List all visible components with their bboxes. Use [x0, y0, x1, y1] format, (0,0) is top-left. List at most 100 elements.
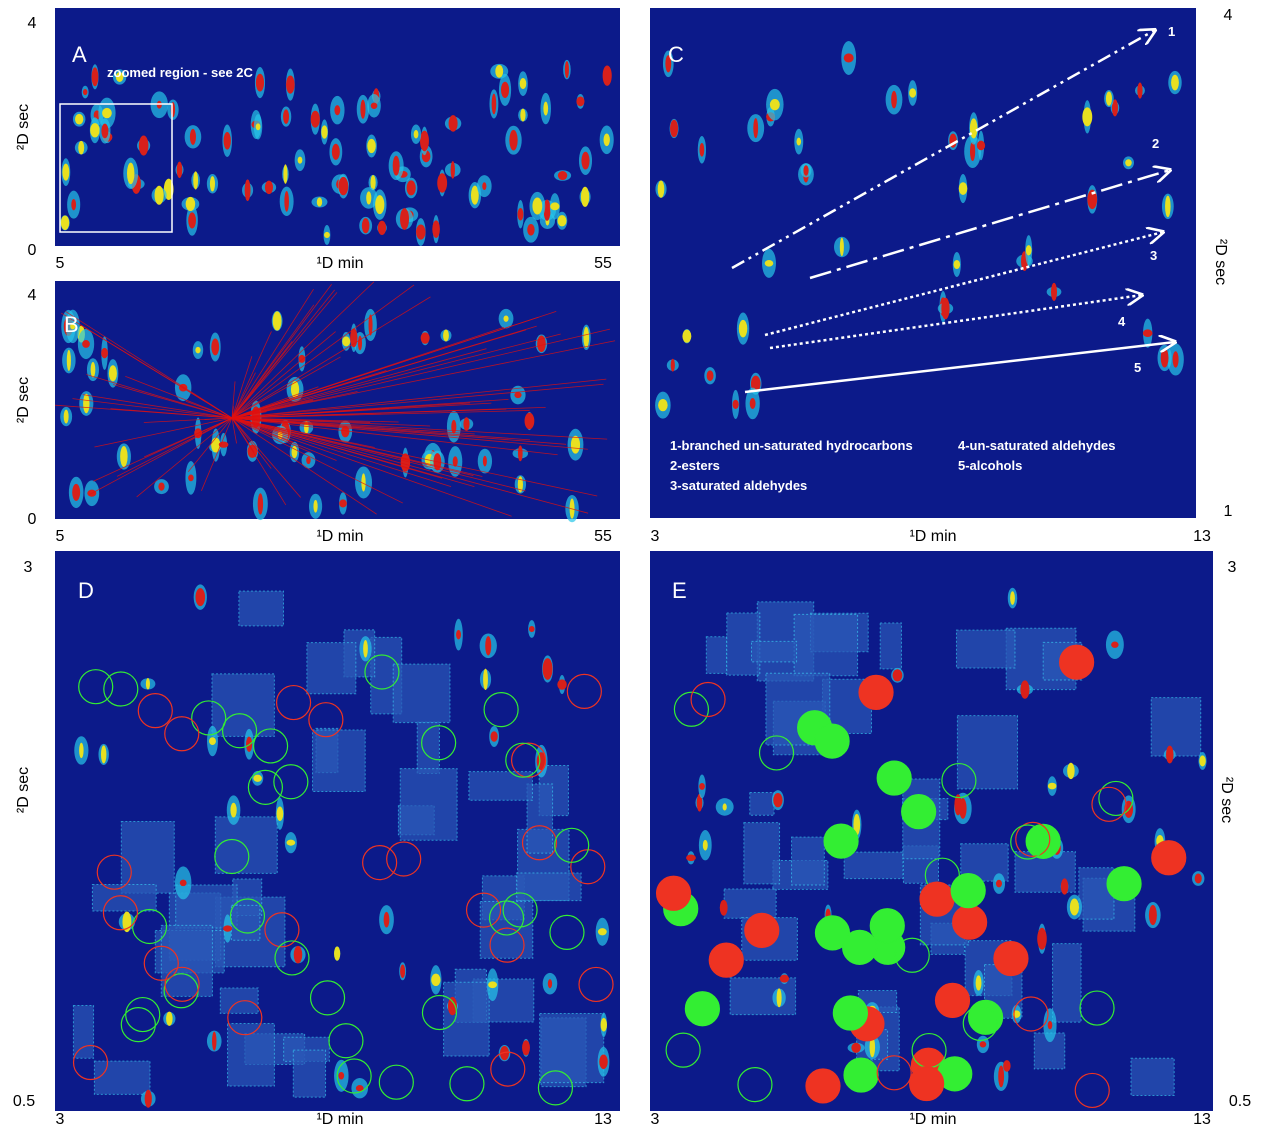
- peak: [509, 130, 517, 151]
- peak-marker: [709, 943, 743, 977]
- peak-marker: [824, 824, 858, 858]
- peak: [245, 179, 251, 201]
- region: [844, 852, 903, 879]
- peak: [400, 208, 409, 230]
- peak-marker: [815, 724, 849, 758]
- peak: [407, 180, 416, 195]
- peak: [431, 974, 440, 986]
- y-tick-label: 3: [1228, 559, 1237, 576]
- peak-marker: [953, 905, 987, 939]
- peak: [209, 737, 216, 745]
- peak: [970, 142, 975, 161]
- region: [956, 630, 1014, 668]
- peak: [753, 118, 758, 138]
- peak: [529, 626, 535, 632]
- peak: [773, 793, 782, 807]
- region: [1053, 944, 1082, 1023]
- region: [724, 889, 776, 918]
- peak: [294, 946, 303, 964]
- annotation: 5: [1134, 360, 1141, 375]
- peak: [313, 500, 317, 513]
- peak: [230, 803, 236, 818]
- peak: [127, 163, 134, 184]
- peak: [223, 925, 232, 931]
- peak: [686, 855, 696, 862]
- peak: [420, 131, 429, 152]
- peak: [71, 199, 76, 210]
- peak: [770, 99, 780, 110]
- x-axis-title: ¹D min: [316, 528, 363, 545]
- peak: [851, 1043, 860, 1053]
- peak-marker: [870, 909, 904, 943]
- peak: [998, 1065, 1004, 1087]
- peak: [1106, 91, 1112, 105]
- peak: [954, 260, 961, 269]
- region: [231, 905, 260, 940]
- peak: [1143, 329, 1153, 337]
- x-axis-title: ¹D min: [316, 255, 363, 272]
- peak: [514, 392, 521, 398]
- peak: [980, 1041, 987, 1047]
- peak: [891, 91, 897, 109]
- peak: [1048, 783, 1057, 790]
- peak: [495, 65, 503, 78]
- region: [750, 792, 774, 815]
- peak: [581, 187, 589, 207]
- x-tick-label: 13: [1193, 1111, 1211, 1128]
- peak: [996, 880, 1002, 888]
- peak: [64, 410, 69, 424]
- region: [794, 614, 857, 675]
- y-tick-label: 4: [1224, 7, 1233, 24]
- peak: [83, 89, 88, 95]
- peak: [1111, 641, 1118, 647]
- peak: [342, 336, 350, 346]
- peak: [362, 218, 370, 233]
- x-tick-label: 13: [1193, 528, 1211, 545]
- peak: [732, 400, 738, 409]
- region: [121, 821, 174, 893]
- peak: [306, 457, 311, 465]
- y-axis-title: ²D sec: [1218, 777, 1235, 823]
- peak: [750, 398, 756, 409]
- peak-marker: [844, 1058, 878, 1092]
- peak: [1165, 196, 1171, 218]
- annotation: 1-branched un-saturated hydrocarbons: [670, 438, 913, 453]
- x-tick-label: 13: [594, 1111, 612, 1128]
- peak: [186, 197, 196, 211]
- x-axis-title: ¹D min: [909, 528, 956, 545]
- peak: [485, 636, 491, 655]
- peak: [253, 775, 262, 782]
- peak: [451, 420, 456, 434]
- region: [307, 643, 356, 694]
- y-tick-label: 0.5: [13, 1093, 35, 1110]
- y-axis-title: ²D sec: [15, 104, 32, 150]
- peak-marker: [745, 913, 779, 947]
- peak-marker: [920, 882, 954, 916]
- peak: [550, 202, 559, 210]
- region: [880, 623, 901, 669]
- peak: [1003, 1060, 1010, 1072]
- y-axis-title: ²D sec: [15, 377, 32, 423]
- panel-label: C: [668, 42, 684, 67]
- panel-label: D: [78, 578, 94, 603]
- peak: [75, 114, 83, 125]
- peak: [977, 141, 985, 151]
- peak: [1037, 928, 1047, 950]
- peak: [490, 731, 497, 742]
- peak: [177, 162, 183, 178]
- peak: [1125, 159, 1132, 166]
- peak: [91, 362, 96, 377]
- peak: [780, 975, 789, 983]
- peak: [488, 981, 497, 988]
- peak: [909, 88, 916, 97]
- peak: [82, 340, 90, 348]
- peak: [518, 208, 524, 220]
- peak: [723, 803, 727, 810]
- peak: [703, 840, 708, 851]
- region: [792, 837, 825, 885]
- peak: [699, 143, 704, 157]
- peak-marker: [969, 1000, 1003, 1034]
- peak: [62, 164, 69, 181]
- peak: [211, 339, 219, 356]
- peak: [393, 156, 400, 176]
